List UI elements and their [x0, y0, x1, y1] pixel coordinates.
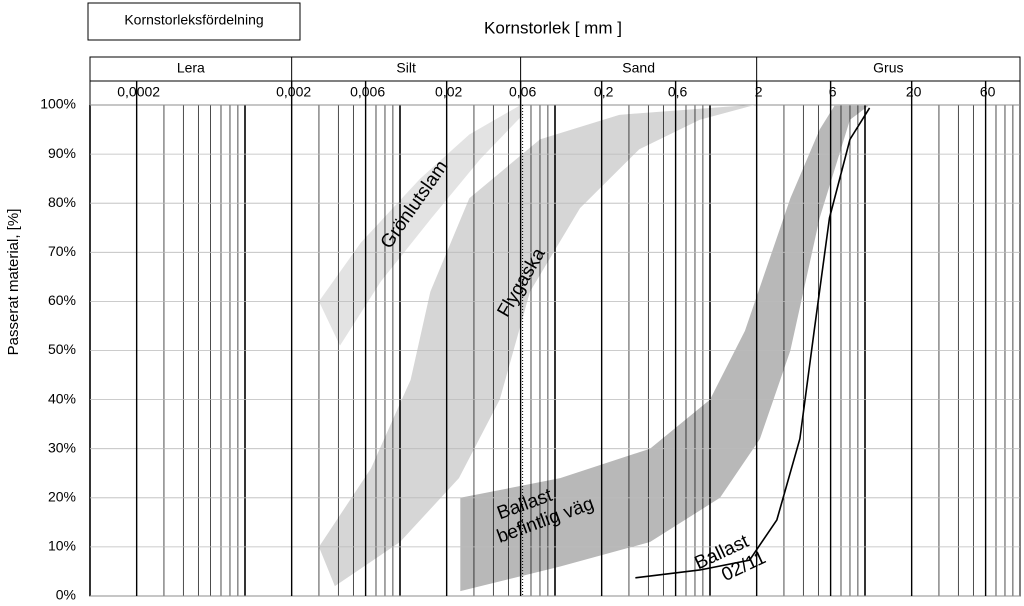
x-tick-label: 0,002	[276, 84, 311, 100]
y-tick-label: 60%	[48, 292, 76, 308]
x-axis-label: Kornstorlek [ mm ]	[484, 18, 622, 37]
x-tick-label: 0,02	[435, 84, 462, 100]
x-tick-label: 0,0002	[117, 84, 160, 100]
y-tick-label: 0%	[56, 587, 76, 603]
line	[635, 107, 871, 579]
x-tick-label: 0,006	[350, 84, 385, 100]
title-box	[87, 2, 301, 41]
y-tick-label: 50%	[48, 341, 76, 357]
y-tick-label: 90%	[48, 145, 76, 161]
zone-label: Silt	[396, 60, 416, 76]
x-tick-label: 2	[755, 84, 763, 100]
x-tick-label: 0,06	[509, 84, 536, 100]
x-tick-label: 20	[906, 84, 922, 100]
zone-label: Grus	[873, 60, 903, 76]
y-tick-label: 20%	[48, 489, 76, 505]
x-tick-label: 60	[980, 84, 996, 100]
y-tick-label: 100%	[40, 96, 76, 112]
zone-label: Sand	[622, 60, 655, 76]
x-tick-label: 0,2	[594, 84, 614, 100]
y-tick-label: 40%	[48, 390, 76, 406]
x-tick-label: 0,6	[668, 84, 688, 100]
band	[318, 105, 755, 587]
y-tick-label: 70%	[48, 243, 76, 259]
y-tick-label: 10%	[48, 538, 76, 554]
band	[318, 105, 523, 346]
y-tick-label: 80%	[48, 194, 76, 210]
y-axis-label: Passerat material, [%]	[5, 209, 22, 356]
x-tick-label: 6	[829, 84, 837, 100]
chart-title: Kornstorleksfördelning	[124, 12, 263, 28]
band	[460, 105, 870, 592]
zone-label: Lera	[177, 60, 205, 76]
series-layer	[318, 105, 870, 592]
y-tick-label: 30%	[48, 439, 76, 455]
